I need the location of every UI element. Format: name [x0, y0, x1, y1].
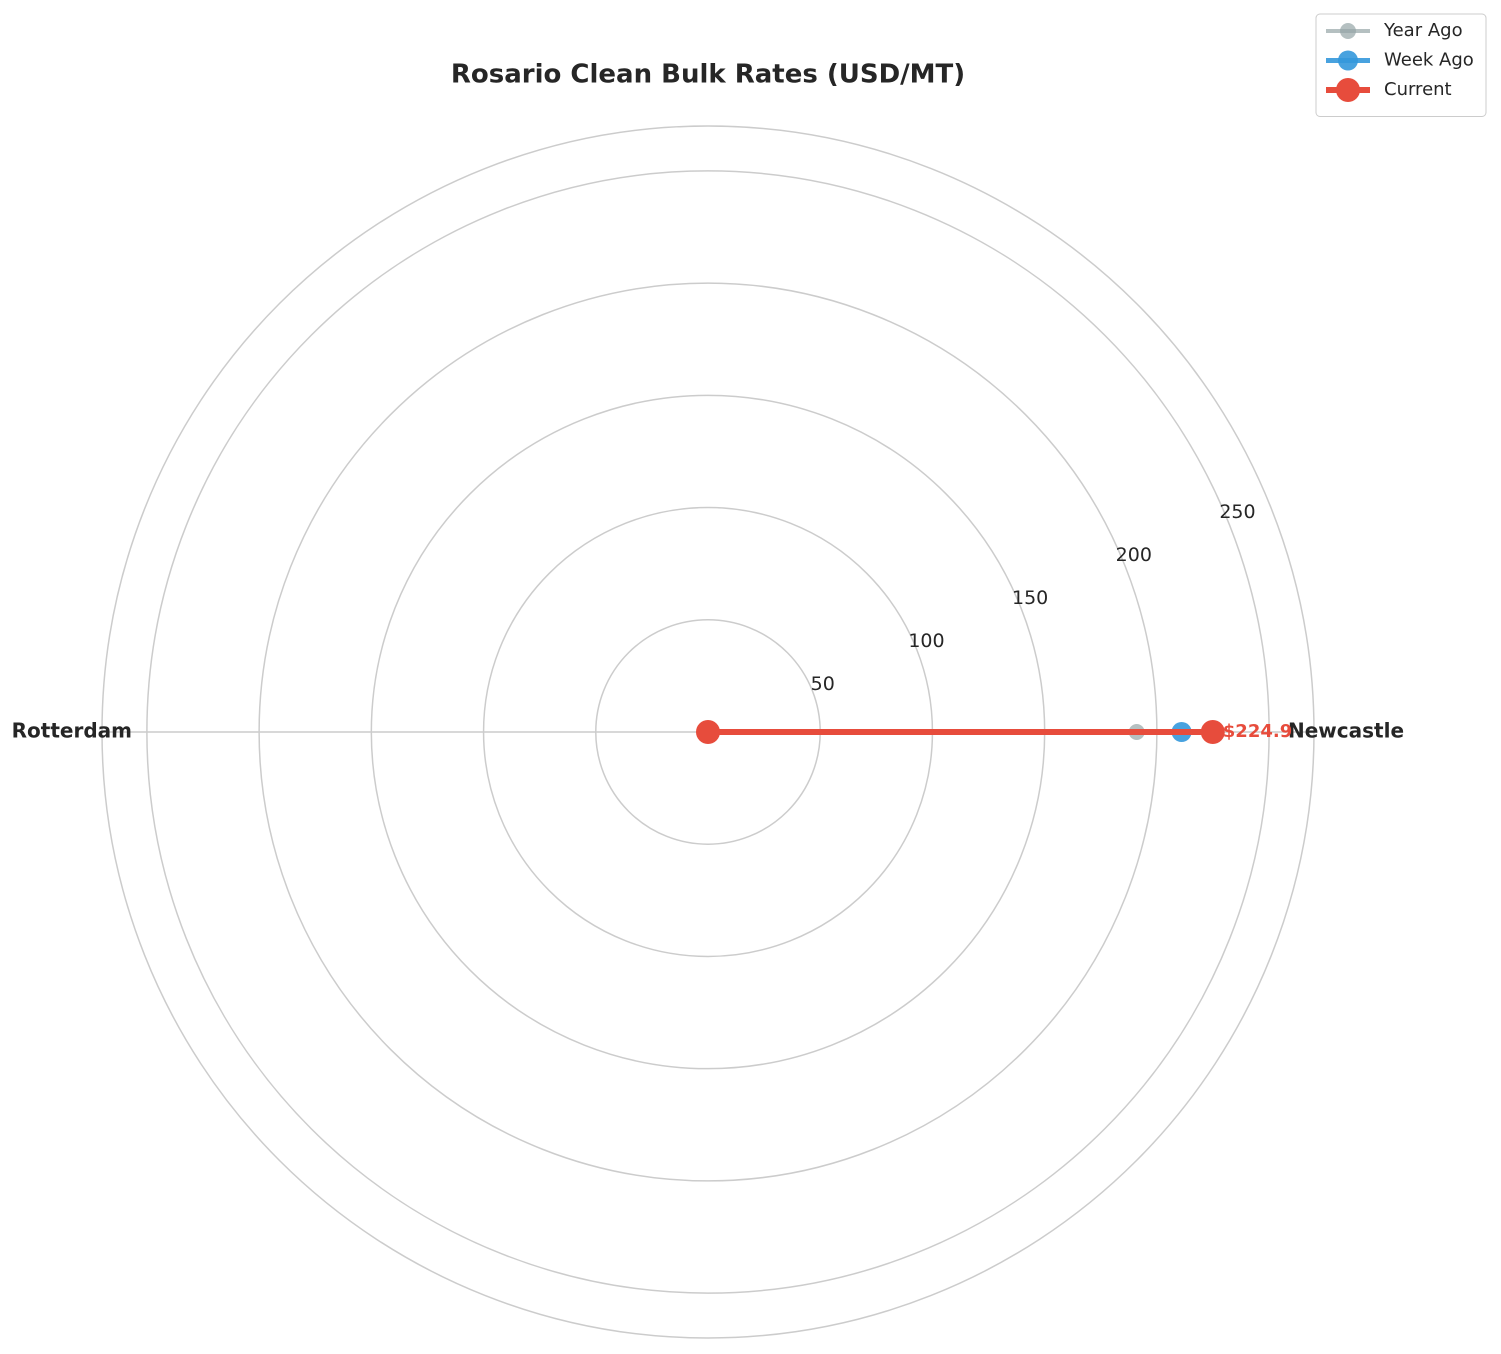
category-label: Rotterdam: [12, 719, 132, 743]
legend-label: Week Ago: [1384, 50, 1474, 71]
r-tick-label: 100: [908, 630, 944, 652]
legend-marker: [1338, 50, 1358, 71]
chart-title: Rosario Clean Bulk Rates (USD/MT): [451, 60, 965, 90]
legend-marker: [1336, 78, 1360, 102]
r-tick-label: 250: [1219, 501, 1255, 523]
legend-label: Current: [1384, 79, 1452, 100]
series-marker: [1200, 720, 1225, 744]
category-label: Newcastle: [1288, 719, 1404, 743]
value-label: $224.9: [1223, 721, 1292, 742]
legend-label: Year Ago: [1383, 20, 1463, 41]
r-tick-label: 200: [1116, 544, 1152, 566]
r-tick-label: 150: [1012, 587, 1048, 609]
legend-marker: [1340, 23, 1356, 39]
r-tick-label: 50: [811, 673, 835, 695]
series-marker: [696, 720, 720, 744]
